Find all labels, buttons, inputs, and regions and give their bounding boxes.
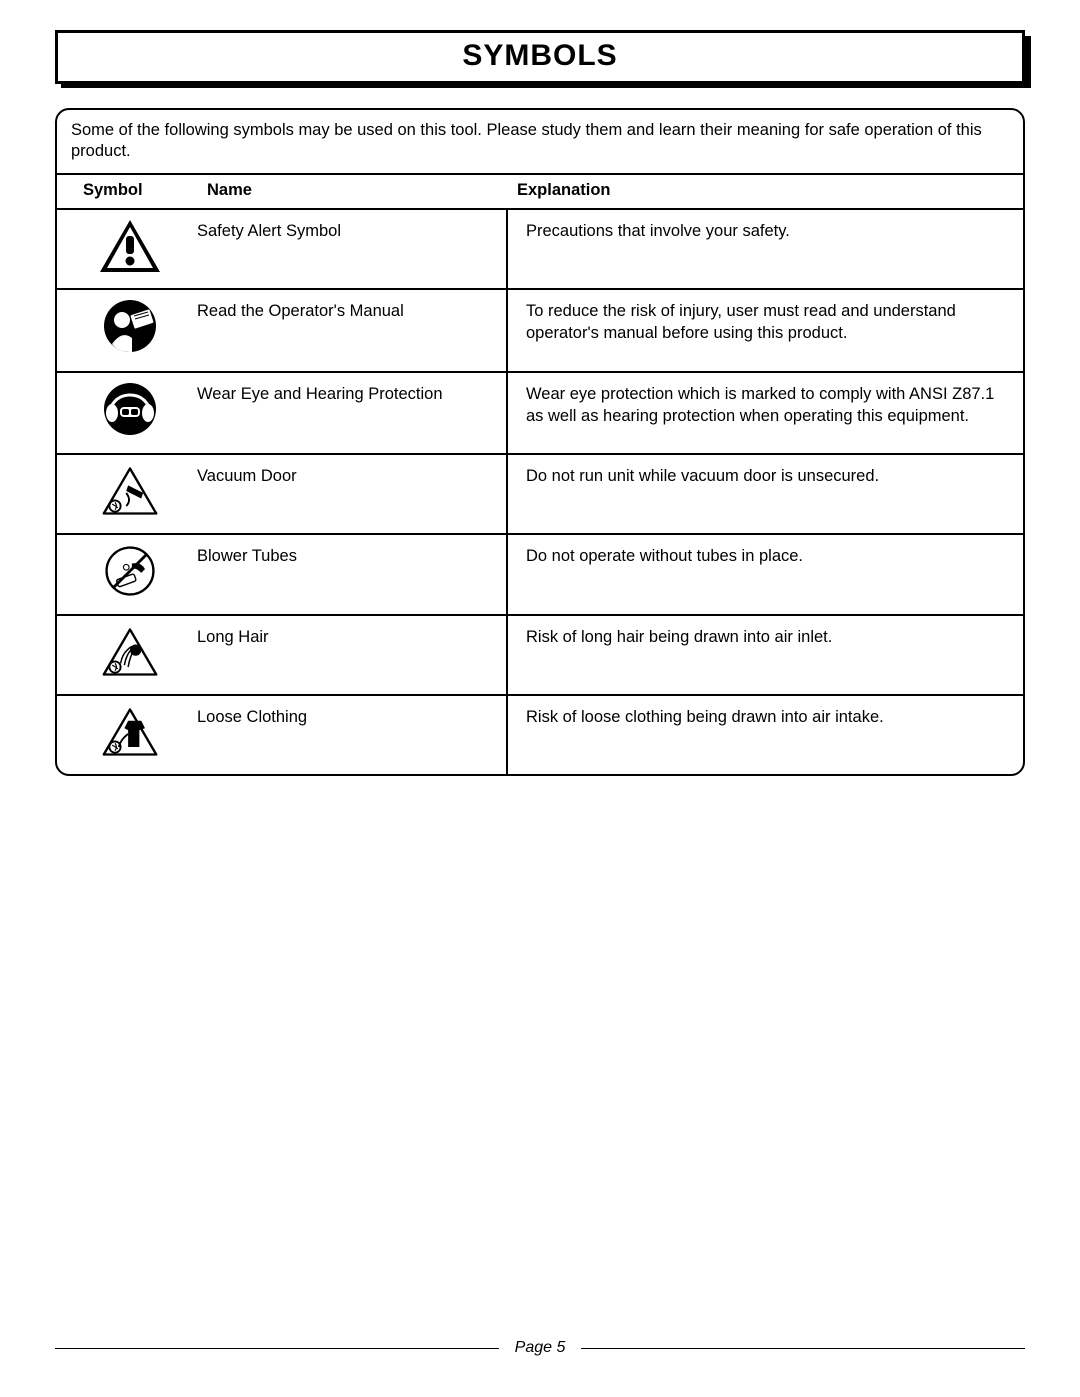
table-row: Blower TubesDo not operate without tubes… xyxy=(57,534,1023,614)
explanation-cell: Do not operate without tubes in place. xyxy=(507,534,1023,614)
header-symbol: Symbol xyxy=(57,175,197,209)
loose-clothing-icon xyxy=(100,704,160,760)
footer-rule-left xyxy=(55,1348,499,1349)
page-footer: Page 5 xyxy=(55,1339,1025,1357)
name-cell: Vacuum Door xyxy=(197,454,507,534)
explanation-cell: Wear eye protection which is marked to c… xyxy=(507,372,1023,455)
table-row: Loose ClothingRisk of loose clothing bei… xyxy=(57,695,1023,774)
symbol-cell xyxy=(57,372,197,455)
explanation-cell: Precautions that involve your safety. xyxy=(507,209,1023,289)
name-cell: Read the Operator's Manual xyxy=(197,289,507,372)
eye-ear-protection-icon xyxy=(97,381,163,437)
name-cell: Safety Alert Symbol xyxy=(197,209,507,289)
name-cell: Loose Clothing xyxy=(197,695,507,774)
safety-alert-icon xyxy=(97,218,163,274)
vacuum-door-icon xyxy=(100,463,160,519)
symbol-cell xyxy=(57,534,197,614)
title-container: SYMBOLS xyxy=(55,30,1025,84)
explanation-cell: Risk of long hair being drawn into air i… xyxy=(507,615,1023,695)
symbol-cell xyxy=(57,695,197,774)
long-hair-icon xyxy=(100,624,160,680)
symbols-table: Symbol Name Explanation Safety Alert Sym… xyxy=(57,175,1023,774)
footer-page-number: Page 5 xyxy=(515,1339,566,1357)
table-row: Long HairRisk of long hair being drawn i… xyxy=(57,615,1023,695)
header-explanation: Explanation xyxy=(507,175,1023,209)
name-cell: Blower Tubes xyxy=(197,534,507,614)
symbol-cell xyxy=(57,615,197,695)
footer-rule-right xyxy=(581,1348,1025,1349)
symbol-cell xyxy=(57,289,197,372)
read-manual-icon xyxy=(97,298,163,354)
blower-tubes-icon xyxy=(100,543,160,599)
explanation-cell: Do not run unit while vacuum door is uns… xyxy=(507,454,1023,534)
manual-page: SYMBOLS Some of the following symbols ma… xyxy=(0,0,1080,1397)
symbol-cell xyxy=(57,209,197,289)
table-header-row: Symbol Name Explanation xyxy=(57,175,1023,209)
table-row: Read the Operator's ManualTo reduce the … xyxy=(57,289,1023,372)
explanation-cell: To reduce the risk of injury, user must … xyxy=(507,289,1023,372)
table-row: Safety Alert SymbolPrecautions that invo… xyxy=(57,209,1023,289)
name-cell: Long Hair xyxy=(197,615,507,695)
header-name: Name xyxy=(197,175,507,209)
explanation-cell: Risk of loose clothing being drawn into … xyxy=(507,695,1023,774)
table-row: Wear Eye and Hearing ProtectionWear eye … xyxy=(57,372,1023,455)
table-row: Vacuum DoorDo not run unit while vacuum … xyxy=(57,454,1023,534)
intro-text: Some of the following symbols may be use… xyxy=(57,110,1023,175)
title-box: SYMBOLS xyxy=(55,30,1025,84)
symbol-cell xyxy=(57,454,197,534)
page-title: SYMBOLS xyxy=(462,39,617,72)
symbols-table-container: Some of the following symbols may be use… xyxy=(55,108,1025,776)
name-cell: Wear Eye and Hearing Protection xyxy=(197,372,507,455)
